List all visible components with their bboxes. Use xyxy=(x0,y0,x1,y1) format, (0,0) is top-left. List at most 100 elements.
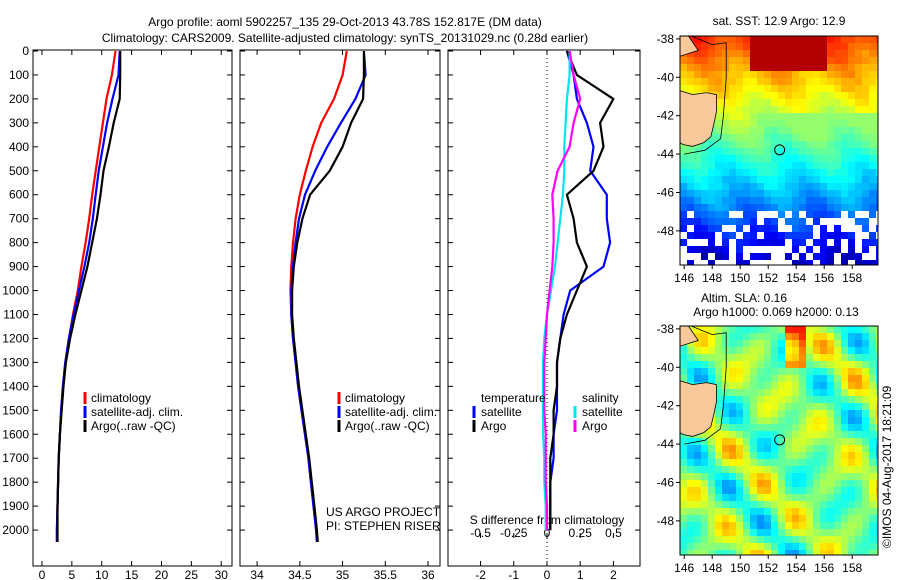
map-cell xyxy=(757,99,764,106)
map-cell xyxy=(687,218,694,225)
map-cell xyxy=(687,368,694,375)
map-cell xyxy=(729,155,736,162)
map-cell xyxy=(806,375,813,382)
lon-tick-label: 158 xyxy=(842,561,862,575)
map-cell xyxy=(806,155,813,162)
map-cell xyxy=(834,382,841,389)
map-cell xyxy=(729,106,736,113)
map-cell xyxy=(869,431,876,438)
map-cell xyxy=(722,239,729,246)
map-cell xyxy=(869,368,876,375)
map-cell xyxy=(729,134,736,141)
map-cell xyxy=(694,155,701,162)
map-cell xyxy=(722,536,729,543)
map-cell xyxy=(855,92,862,99)
map-cell xyxy=(729,190,736,197)
map-cell xyxy=(834,218,841,225)
map-cell xyxy=(687,71,694,78)
lon-tick-label: 150 xyxy=(730,561,750,575)
map-cell xyxy=(680,78,687,85)
map-cell xyxy=(750,410,757,417)
map-cell xyxy=(750,176,757,183)
map-cell xyxy=(820,225,827,232)
map-cell xyxy=(715,459,722,466)
map-cell xyxy=(799,169,806,176)
map-cell xyxy=(820,99,827,106)
map-cell xyxy=(799,340,806,347)
lat-tick-label: -42 xyxy=(657,109,675,123)
map-cell xyxy=(778,459,785,466)
map-cell xyxy=(743,211,750,218)
map-cell xyxy=(855,529,862,536)
map-cell xyxy=(722,396,729,403)
map-cell xyxy=(827,515,834,522)
map-cell xyxy=(729,260,736,265)
map-cell xyxy=(785,78,792,85)
map-cell xyxy=(680,232,687,239)
map-cell xyxy=(729,57,736,64)
map-cell xyxy=(771,120,778,127)
map-cell xyxy=(736,162,743,169)
map-cell xyxy=(869,382,876,389)
map-cell xyxy=(715,403,722,410)
lat-tick-label: -42 xyxy=(657,399,675,413)
map-cell xyxy=(869,218,876,225)
map-cell xyxy=(757,43,764,50)
map-cell xyxy=(834,347,841,354)
map-cell xyxy=(785,85,792,92)
lat-tick-label: -48 xyxy=(657,224,675,238)
map-cell xyxy=(827,218,834,225)
map-cell xyxy=(841,50,848,57)
map-cell xyxy=(862,326,869,333)
map-cell xyxy=(715,92,722,99)
map-cell xyxy=(785,438,792,445)
map-cell xyxy=(827,410,834,417)
map-cell xyxy=(813,354,820,361)
map-cell xyxy=(771,529,778,536)
map-cell xyxy=(743,36,750,43)
map-cell xyxy=(806,445,813,452)
map-cell xyxy=(876,403,878,410)
map-cell xyxy=(869,183,876,190)
map-cell xyxy=(841,480,848,487)
map-cell xyxy=(792,57,799,64)
map-cell xyxy=(764,473,771,480)
map-cell xyxy=(715,368,722,375)
map-cell xyxy=(694,361,701,368)
map-cell xyxy=(813,225,820,232)
map-cell xyxy=(715,183,722,190)
map-cell xyxy=(820,543,827,550)
map-cell xyxy=(834,326,841,333)
map-cell xyxy=(764,99,771,106)
map-cell xyxy=(799,550,806,555)
map-cell xyxy=(680,522,687,529)
map-cell xyxy=(792,218,799,225)
map-cell xyxy=(736,466,743,473)
map-cell xyxy=(743,260,750,265)
map-cell xyxy=(757,354,764,361)
map-cell xyxy=(827,190,834,197)
map-cell xyxy=(785,120,792,127)
map-cell xyxy=(736,375,743,382)
map-cell xyxy=(764,431,771,438)
map-cell xyxy=(694,459,701,466)
map-cell xyxy=(785,340,792,347)
map-cell xyxy=(862,134,869,141)
map-cell xyxy=(757,515,764,522)
map-cell xyxy=(862,410,869,417)
map-cell xyxy=(708,246,715,253)
map-cell xyxy=(785,218,792,225)
map-cell xyxy=(827,71,834,78)
map-cell xyxy=(806,410,813,417)
map-cell xyxy=(827,543,834,550)
map-cell xyxy=(855,375,862,382)
y-tick-label: 1400 xyxy=(2,379,29,393)
map-cell xyxy=(869,225,876,232)
map-cell xyxy=(750,382,757,389)
map-cell xyxy=(722,162,729,169)
map-cell xyxy=(813,375,820,382)
map-cell xyxy=(813,260,820,265)
map-cell xyxy=(792,333,799,340)
y-tick-label: 1200 xyxy=(2,331,29,345)
map-cell xyxy=(771,333,778,340)
